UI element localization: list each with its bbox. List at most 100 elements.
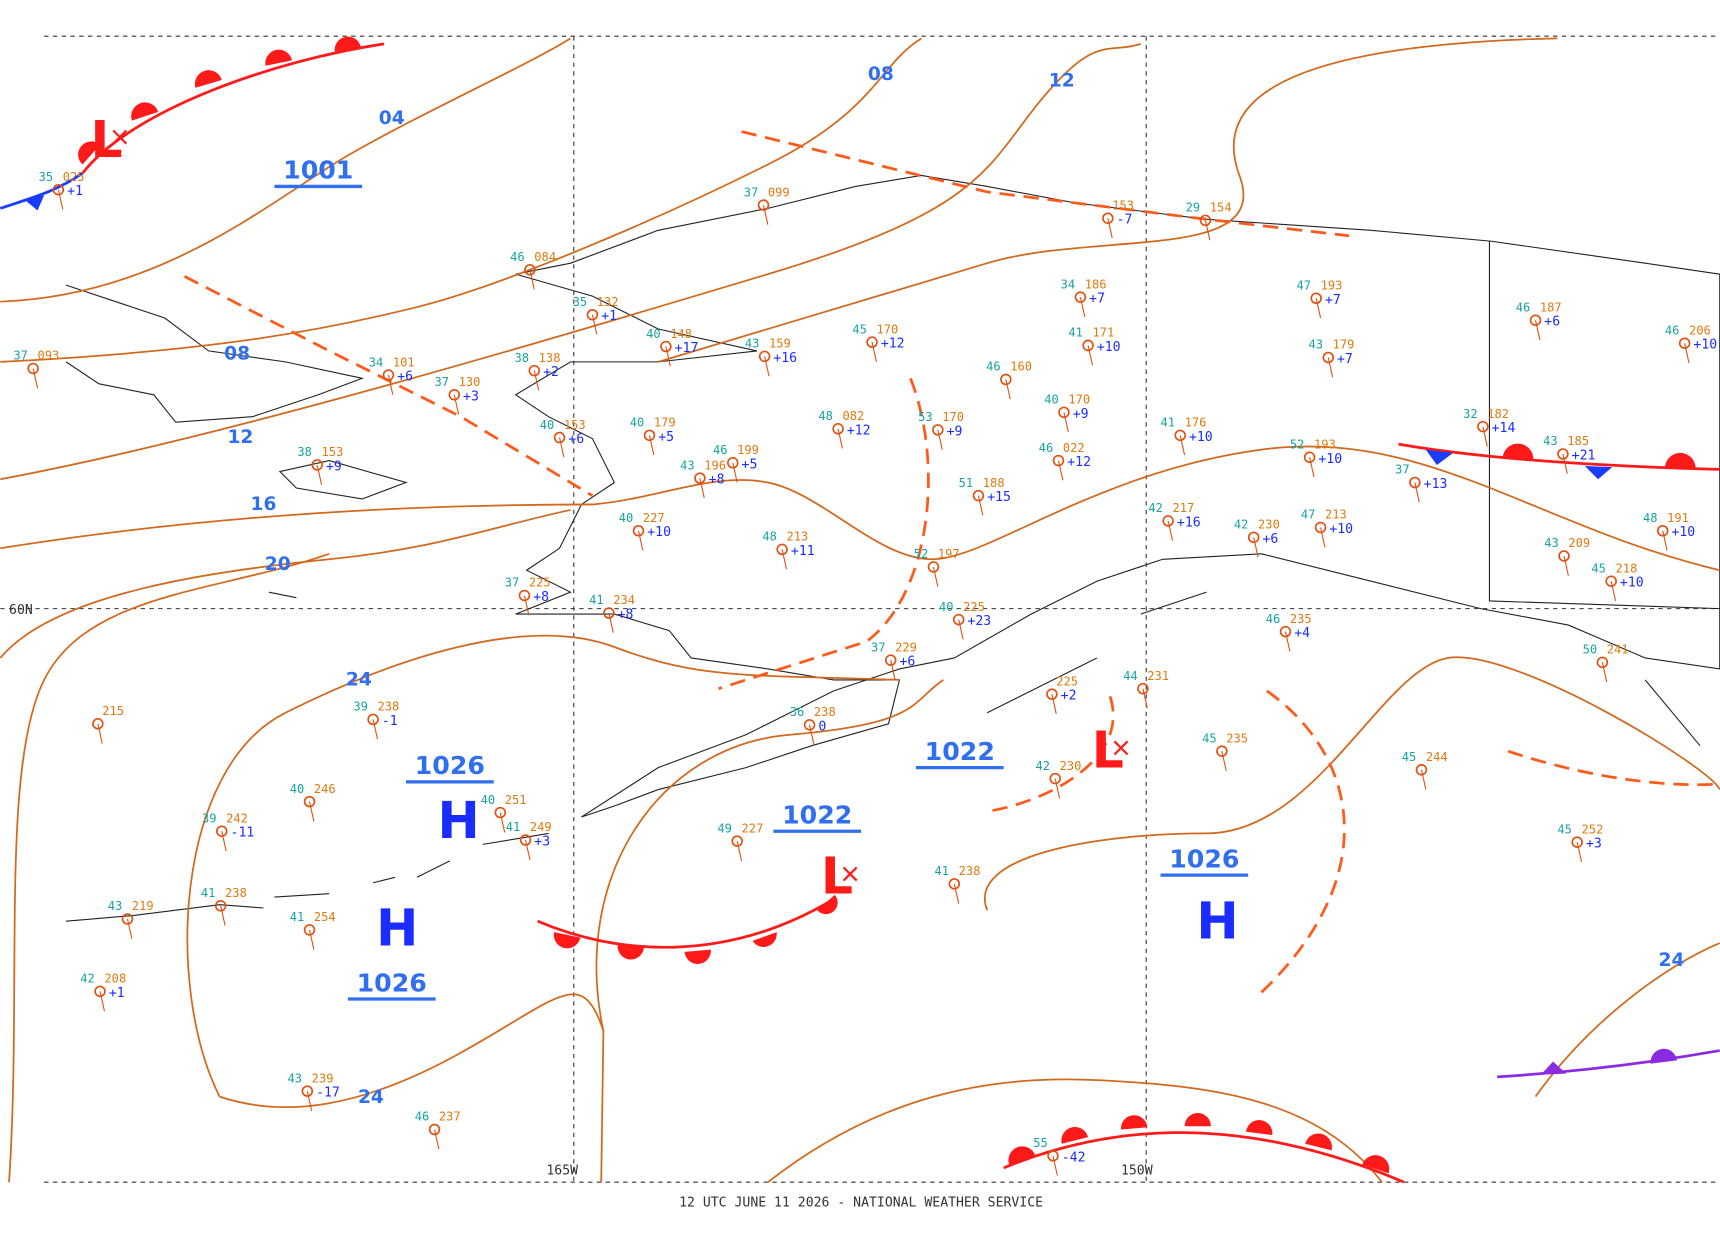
station-circle — [1137, 682, 1149, 695]
station-plot: 53 170+9 — [918, 410, 964, 450]
pressure: 208 — [104, 972, 126, 986]
wind-barb — [837, 428, 843, 449]
pressure: 153 — [322, 445, 344, 459]
station-circle — [727, 457, 739, 469]
station-plot: 34 186+7 — [1061, 277, 1107, 318]
pressure-change: +10 — [1671, 525, 1695, 540]
temperature: 47 — [1301, 508, 1316, 522]
pressure: 193 — [1321, 279, 1343, 293]
pressure-change: +13 — [1424, 477, 1448, 492]
pressure: 241 — [1607, 643, 1629, 657]
temperature: 42 — [80, 972, 95, 986]
pressure-change: +10 — [1318, 452, 1342, 467]
temperature: 38 — [297, 445, 312, 459]
station-plot: 37 225+8 — [505, 576, 551, 616]
station-plot: 40 251 — [481, 793, 527, 833]
wind-barb — [809, 724, 815, 745]
pressure: 101 — [393, 355, 415, 369]
temperature: 40 — [619, 511, 634, 525]
station-circle — [1557, 448, 1569, 460]
station-plot: 46 160 — [986, 360, 1032, 400]
station-plot: 225+2 — [1046, 674, 1078, 715]
station-plot: 37 229+6 — [871, 640, 917, 681]
pressure-change: +8 — [709, 473, 725, 488]
pressure-change: +8 — [533, 590, 549, 605]
wind-barb — [764, 356, 770, 377]
temperature: 41 — [201, 886, 216, 900]
wind-barb — [1662, 530, 1668, 551]
station-plot: 40 179+5 — [630, 416, 676, 456]
pressure-change: +12 — [847, 423, 871, 438]
station-plot: 38 138+2 — [515, 351, 560, 391]
temperature: 47 — [1296, 279, 1311, 293]
wind-barb — [97, 723, 103, 744]
pressure: 025 — [63, 170, 85, 184]
wind-barb — [57, 189, 64, 210]
pressure-change: -11 — [231, 826, 255, 841]
station-circle — [803, 719, 816, 731]
pressure: 206 — [1689, 323, 1711, 337]
center-pressure: 1026 — [1169, 844, 1239, 873]
station-plot: 49 227 — [717, 821, 763, 861]
wind-barb — [1221, 751, 1227, 772]
pressure-change: +8 — [618, 607, 634, 622]
pressure-center: H — [1196, 892, 1238, 951]
wind-barb — [1601, 662, 1608, 683]
station-circle — [1279, 625, 1292, 638]
station-circle — [731, 835, 743, 847]
station-plot: 153-7 — [1102, 198, 1134, 239]
wind-barb — [1057, 460, 1064, 481]
temperature: 41 — [290, 910, 305, 924]
station-plot: 50 241 — [1583, 643, 1629, 683]
pressure: 251 — [505, 793, 527, 807]
wind-barb — [608, 612, 614, 633]
wind-barb — [529, 269, 535, 290]
pressure: 246 — [314, 782, 336, 796]
station-circle — [932, 424, 944, 436]
station-plot: 45 218+10 — [1591, 561, 1644, 602]
grid-label: 60N — [9, 603, 33, 618]
station-circle — [27, 362, 39, 375]
temperature: 51 — [959, 476, 974, 490]
pressure: 237 — [439, 1110, 461, 1124]
station-circle — [952, 613, 965, 626]
temperature: 45 — [1591, 561, 1606, 575]
wind-barb — [1315, 298, 1322, 319]
pressure-change: +10 — [1097, 340, 1121, 355]
wind-barb — [1284, 631, 1291, 652]
pressure: 196 — [704, 458, 726, 472]
pressure: 239 — [312, 1071, 334, 1085]
temperature: 48 — [762, 530, 777, 544]
temperature: 46 — [415, 1110, 430, 1124]
pressure-change: +5 — [658, 430, 674, 445]
station-plot: 41 234+8 — [589, 593, 635, 633]
pressure: 179 — [1333, 338, 1355, 352]
pressure: 022 — [1063, 441, 1085, 455]
pressure-change: +6 — [899, 655, 915, 670]
wind-barb — [1563, 555, 1569, 576]
temperature: 39 — [353, 700, 368, 714]
station-circle — [1046, 688, 1058, 700]
pressure-change: +4 — [1294, 626, 1310, 641]
pressure-change: +3 — [534, 834, 550, 849]
pressure: 171 — [1092, 326, 1114, 340]
isobar-label: 24 — [346, 669, 372, 690]
wind-barb — [958, 619, 964, 640]
station-plot: 46 187+6 — [1516, 300, 1562, 341]
center-pressure: 1026 — [415, 751, 485, 780]
pressure: 130 — [459, 375, 481, 389]
station-plot: 43 179+7 — [1309, 338, 1355, 378]
temperature: 40 — [630, 416, 645, 430]
pressure: 153 — [1112, 198, 1134, 212]
wind-barb — [308, 801, 315, 822]
center-mark — [842, 866, 858, 882]
pressure: 187 — [1540, 300, 1562, 314]
station-circle — [1477, 420, 1489, 433]
wind-barb — [1005, 379, 1011, 400]
trough — [986, 695, 1115, 813]
isobar-label: 08 — [224, 344, 250, 365]
station-circle — [694, 472, 706, 484]
center-pressure: 1001 — [283, 156, 353, 185]
isobar-label: 08 — [868, 64, 894, 85]
station-plot: 42 230 — [1035, 759, 1081, 799]
